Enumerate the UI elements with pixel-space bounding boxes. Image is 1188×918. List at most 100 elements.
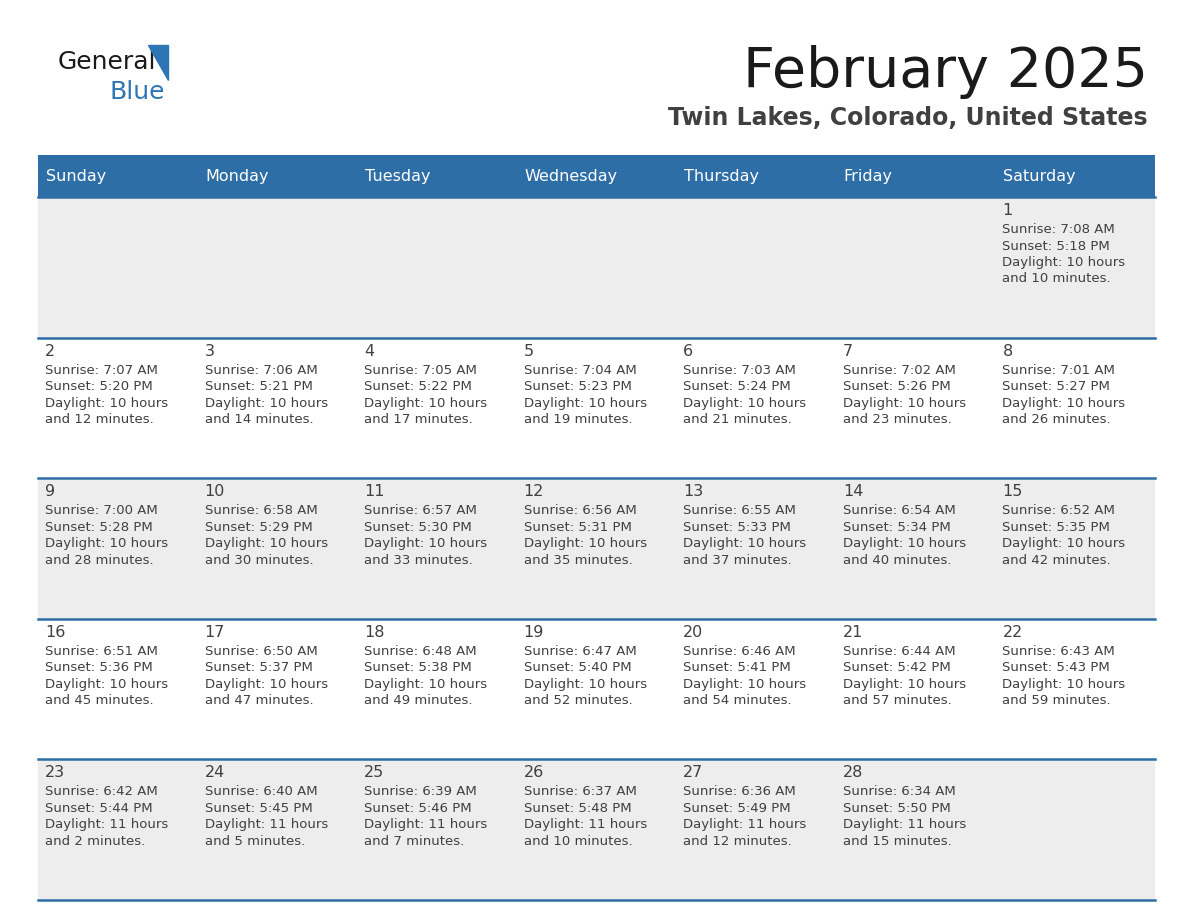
Text: 14: 14 (842, 484, 864, 499)
Text: Sunset: 5:18 PM: Sunset: 5:18 PM (1003, 240, 1110, 252)
Text: Daylight: 10 hours: Daylight: 10 hours (1003, 397, 1125, 409)
Text: Sunrise: 7:03 AM: Sunrise: 7:03 AM (683, 364, 796, 376)
Bar (517, 619, 676, 759)
Text: Saturday: Saturday (1004, 169, 1076, 184)
Text: Daylight: 10 hours: Daylight: 10 hours (45, 537, 169, 550)
Bar (676, 197, 836, 338)
Text: Daylight: 10 hours: Daylight: 10 hours (683, 677, 807, 691)
Bar (197, 197, 358, 338)
Bar (996, 759, 1155, 900)
Text: and 37 minutes.: and 37 minutes. (683, 554, 792, 566)
Text: Daylight: 10 hours: Daylight: 10 hours (45, 397, 169, 409)
Text: Sunrise: 6:48 AM: Sunrise: 6:48 AM (365, 644, 476, 658)
Bar (996, 338, 1155, 478)
Text: Daylight: 10 hours: Daylight: 10 hours (842, 537, 966, 550)
Bar (358, 478, 517, 619)
Text: Twin Lakes, Colorado, United States: Twin Lakes, Colorado, United States (669, 106, 1148, 130)
Text: Daylight: 10 hours: Daylight: 10 hours (1003, 537, 1125, 550)
Text: Sunday: Sunday (46, 169, 106, 184)
Bar (38, 759, 197, 900)
Text: Daylight: 10 hours: Daylight: 10 hours (204, 397, 328, 409)
Text: and 19 minutes.: and 19 minutes. (524, 413, 632, 426)
Text: Friday: Friday (843, 169, 893, 184)
Bar (38, 338, 197, 478)
Bar (676, 619, 836, 759)
Text: and 35 minutes.: and 35 minutes. (524, 554, 632, 566)
Text: Sunrise: 6:46 AM: Sunrise: 6:46 AM (683, 644, 796, 658)
Text: Sunset: 5:40 PM: Sunset: 5:40 PM (524, 661, 631, 675)
Text: Daylight: 10 hours: Daylight: 10 hours (842, 677, 966, 691)
Text: and 30 minutes.: and 30 minutes. (204, 554, 314, 566)
Text: Sunrise: 6:56 AM: Sunrise: 6:56 AM (524, 504, 637, 517)
Bar (676, 155, 836, 197)
Bar (836, 338, 996, 478)
Text: Sunrise: 6:44 AM: Sunrise: 6:44 AM (842, 644, 955, 658)
Text: and 17 minutes.: and 17 minutes. (365, 413, 473, 426)
Bar (38, 619, 197, 759)
Text: and 26 minutes.: and 26 minutes. (1003, 413, 1111, 426)
Text: 22: 22 (1003, 625, 1023, 640)
Bar (836, 155, 996, 197)
Text: Sunrise: 6:39 AM: Sunrise: 6:39 AM (365, 786, 476, 799)
Text: Sunset: 5:24 PM: Sunset: 5:24 PM (683, 380, 791, 393)
Text: and 54 minutes.: and 54 minutes. (683, 694, 792, 707)
Text: 26: 26 (524, 766, 544, 780)
Text: Daylight: 10 hours: Daylight: 10 hours (1003, 677, 1125, 691)
Text: Sunset: 5:30 PM: Sunset: 5:30 PM (365, 521, 472, 533)
Bar (517, 478, 676, 619)
Bar (358, 197, 517, 338)
Text: Wednesday: Wednesday (525, 169, 618, 184)
Text: Daylight: 11 hours: Daylight: 11 hours (842, 819, 966, 832)
Text: Sunrise: 6:47 AM: Sunrise: 6:47 AM (524, 644, 637, 658)
Text: Daylight: 11 hours: Daylight: 11 hours (45, 819, 169, 832)
Text: Sunrise: 6:51 AM: Sunrise: 6:51 AM (45, 644, 158, 658)
Text: Sunset: 5:31 PM: Sunset: 5:31 PM (524, 521, 632, 533)
Text: and 42 minutes.: and 42 minutes. (1003, 554, 1111, 566)
Bar (676, 338, 836, 478)
Text: Sunset: 5:20 PM: Sunset: 5:20 PM (45, 380, 153, 393)
Text: Sunset: 5:45 PM: Sunset: 5:45 PM (204, 802, 312, 815)
Text: Daylight: 10 hours: Daylight: 10 hours (204, 537, 328, 550)
Bar (358, 619, 517, 759)
Text: and 14 minutes.: and 14 minutes. (204, 413, 314, 426)
Text: Sunrise: 7:07 AM: Sunrise: 7:07 AM (45, 364, 158, 376)
Text: Sunset: 5:27 PM: Sunset: 5:27 PM (1003, 380, 1111, 393)
Text: Sunset: 5:35 PM: Sunset: 5:35 PM (1003, 521, 1111, 533)
Text: and 33 minutes.: and 33 minutes. (365, 554, 473, 566)
Text: and 28 minutes.: and 28 minutes. (45, 554, 153, 566)
Bar (836, 619, 996, 759)
Text: Daylight: 10 hours: Daylight: 10 hours (683, 537, 807, 550)
Bar (197, 155, 358, 197)
Bar (358, 155, 517, 197)
Text: Sunrise: 7:06 AM: Sunrise: 7:06 AM (204, 364, 317, 376)
Text: Daylight: 10 hours: Daylight: 10 hours (45, 677, 169, 691)
Text: and 15 minutes.: and 15 minutes. (842, 834, 952, 848)
Bar (197, 478, 358, 619)
Text: Daylight: 10 hours: Daylight: 10 hours (365, 677, 487, 691)
Text: and 7 minutes.: and 7 minutes. (365, 834, 465, 848)
Text: and 52 minutes.: and 52 minutes. (524, 694, 632, 707)
Bar (197, 338, 358, 478)
Text: Sunrise: 7:05 AM: Sunrise: 7:05 AM (365, 364, 478, 376)
Text: Sunset: 5:34 PM: Sunset: 5:34 PM (842, 521, 950, 533)
Text: Sunrise: 7:08 AM: Sunrise: 7:08 AM (1003, 223, 1116, 236)
Text: 4: 4 (365, 343, 374, 359)
Text: Sunrise: 6:37 AM: Sunrise: 6:37 AM (524, 786, 637, 799)
Text: Sunset: 5:41 PM: Sunset: 5:41 PM (683, 661, 791, 675)
Text: Tuesday: Tuesday (365, 169, 430, 184)
Text: 23: 23 (45, 766, 65, 780)
Bar (358, 759, 517, 900)
Text: and 12 minutes.: and 12 minutes. (683, 834, 792, 848)
Text: and 10 minutes.: and 10 minutes. (524, 834, 632, 848)
Text: Sunset: 5:29 PM: Sunset: 5:29 PM (204, 521, 312, 533)
Text: 9: 9 (45, 484, 55, 499)
Text: General: General (58, 50, 157, 74)
Text: Sunrise: 6:52 AM: Sunrise: 6:52 AM (1003, 504, 1116, 517)
Text: Sunset: 5:46 PM: Sunset: 5:46 PM (365, 802, 472, 815)
Text: Sunset: 5:44 PM: Sunset: 5:44 PM (45, 802, 152, 815)
Text: Sunset: 5:50 PM: Sunset: 5:50 PM (842, 802, 950, 815)
Bar (358, 338, 517, 478)
Bar (676, 759, 836, 900)
Bar (517, 759, 676, 900)
Bar (38, 478, 197, 619)
